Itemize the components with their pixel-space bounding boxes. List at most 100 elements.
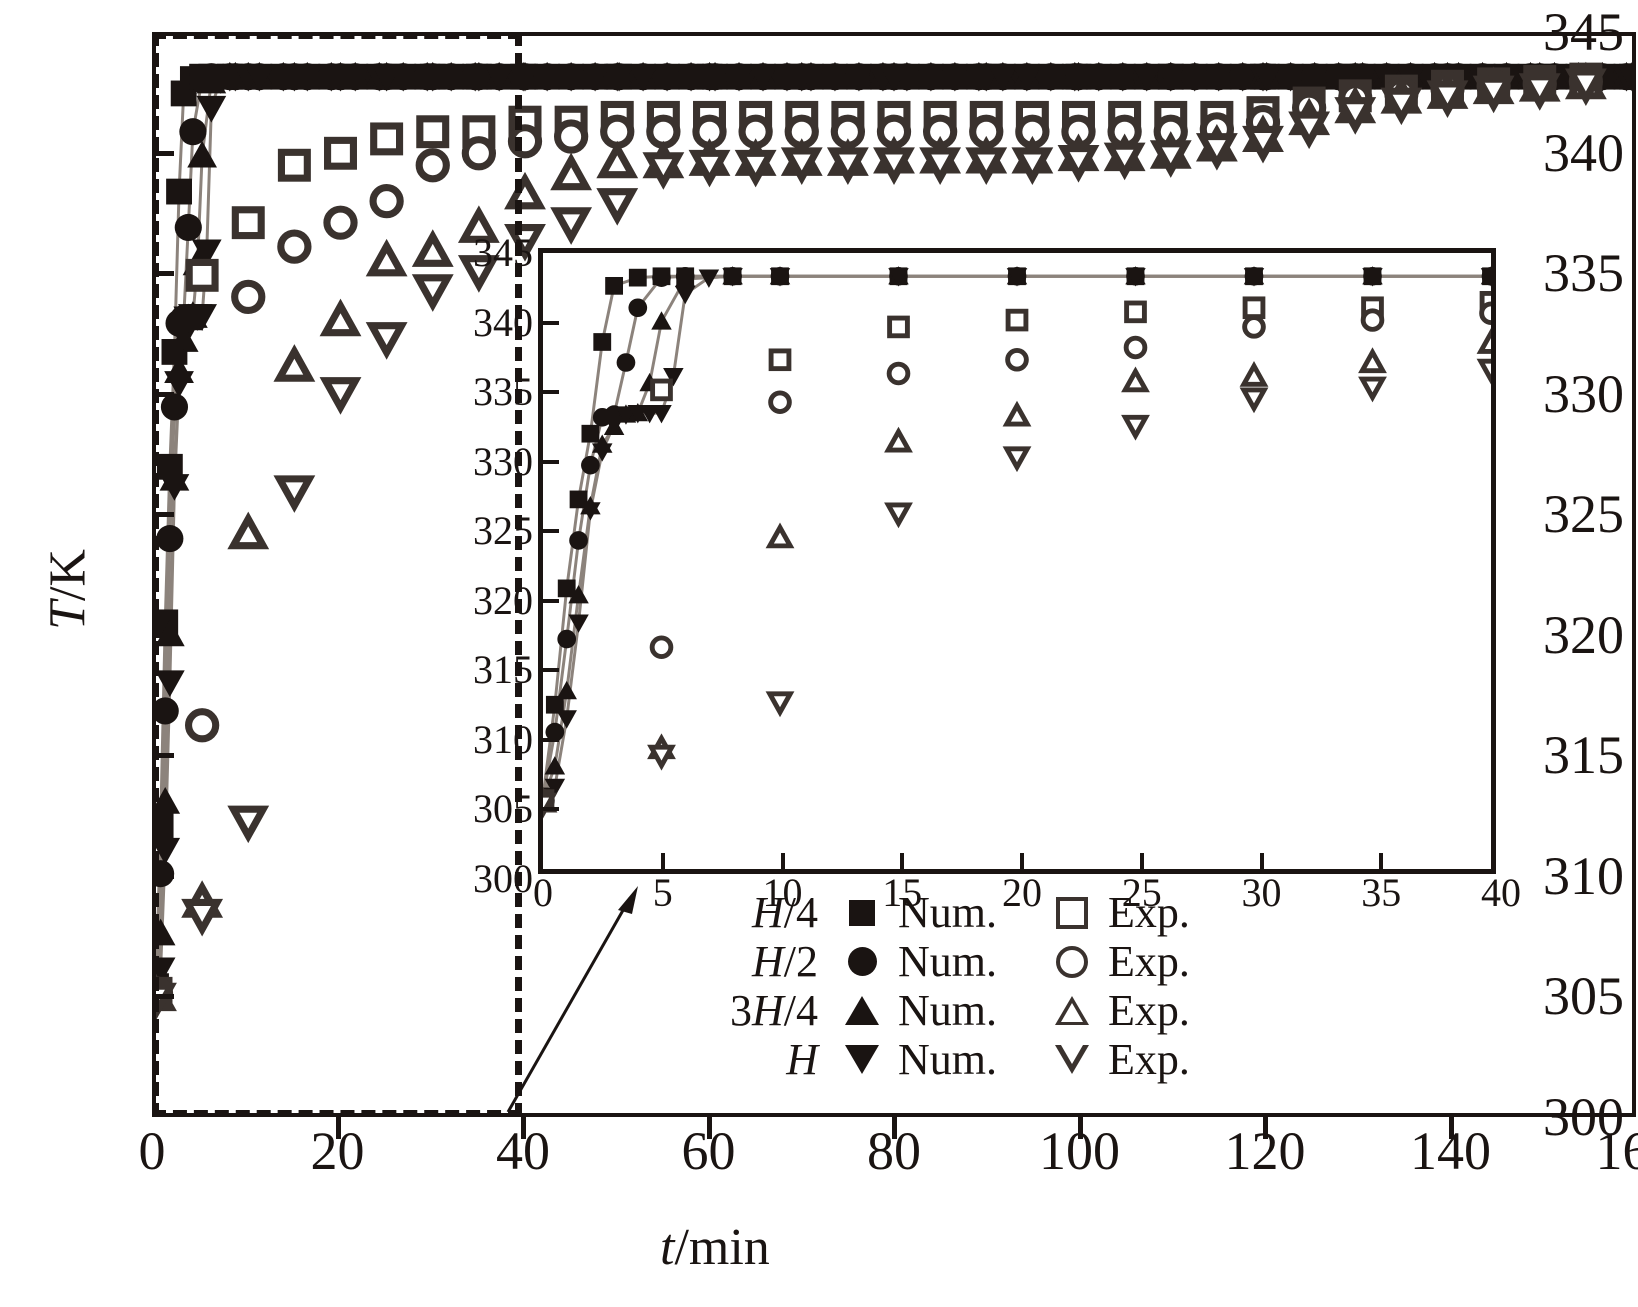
inset-x-tick bbox=[780, 853, 785, 869]
legend-name-variable: H bbox=[786, 1035, 818, 1084]
legend-name-suffix: /4 bbox=[783, 986, 818, 1035]
main-y-tick bbox=[152, 150, 174, 156]
legend-marker-experimental-square-icon bbox=[1044, 896, 1100, 929]
legend-name-variable: H bbox=[751, 937, 784, 986]
main-y-tick-label: 335 bbox=[1543, 243, 1624, 304]
inset-y-tick bbox=[543, 737, 559, 742]
x-axis-label-var: t bbox=[660, 1219, 675, 1276]
legend-row: H Num. Exp. bbox=[690, 1035, 1254, 1084]
inset-plot-frame: 300 305 310 315 320 325 330 335 340 345 0 5 10 15 20 2… bbox=[473, 233, 1521, 913]
main-y-tick-label: 320 bbox=[1543, 604, 1624, 665]
main-y-tick bbox=[152, 753, 174, 759]
inset-y-tick-label: 325 bbox=[473, 508, 533, 554]
legend-name-prefix: 3 bbox=[729, 986, 752, 1035]
inset-y-tick bbox=[543, 807, 559, 812]
inset-x-tick bbox=[660, 853, 665, 869]
x-axis-label-unit: /min bbox=[674, 1219, 770, 1276]
legend-numerical-label: Num. bbox=[898, 937, 997, 986]
inset-y-tick-label: 335 bbox=[473, 369, 533, 415]
legend-marker-experimental-triangle-down-icon bbox=[1044, 1045, 1100, 1074]
inset-y-tick-label: 305 bbox=[473, 786, 533, 832]
main-plot-canvas bbox=[156, 61, 1632, 1021]
main-x-tick bbox=[335, 1117, 341, 1139]
inset-x-tick bbox=[1020, 853, 1024, 869]
main-x-tick bbox=[1448, 1117, 1454, 1139]
legend: H/4 Num. Exp. H/2 Num. Exp. 3H/4 Num. Exp. H Num. E… bbox=[690, 888, 1254, 1084]
legend-marker-experimental-triangle-up-icon bbox=[1044, 996, 1100, 1025]
zoom-callout-arrow bbox=[506, 886, 638, 1113]
legend-marker-experimental-circle-icon bbox=[1044, 945, 1100, 978]
inset-y-tick bbox=[543, 320, 559, 325]
main-x-tick bbox=[521, 1117, 526, 1139]
inset-y-tick bbox=[543, 598, 559, 603]
main-y-tick-label: 300 bbox=[1543, 1087, 1624, 1147]
legend-name-suffix: /4 bbox=[783, 888, 818, 937]
legend-experimental-label: Exp. bbox=[1108, 888, 1190, 937]
inset-x-tick-label: 10 bbox=[762, 870, 803, 915]
inset-x-tick bbox=[900, 853, 905, 869]
main-y-tick bbox=[152, 873, 174, 879]
legend-row: 3H/4 Num. Exp. bbox=[690, 986, 1254, 1035]
inset-x-tick bbox=[1379, 853, 1384, 869]
main-x-tick-label: 160 bbox=[1595, 1121, 1638, 1181]
inset-y-tick-label: 340 bbox=[473, 299, 533, 345]
legend-row: H/2 Num. Exp. bbox=[690, 937, 1254, 986]
legend-experimental-label: Exp. bbox=[1108, 986, 1190, 1035]
legend-marker-numerical-circle-icon bbox=[834, 947, 890, 976]
inset-x-tick-label: 0 bbox=[533, 870, 553, 915]
inset-y-tick-label: 310 bbox=[473, 716, 533, 762]
legend-marker-numerical-triangle-up-icon bbox=[834, 996, 890, 1025]
inset-x-tick-label: 15 bbox=[882, 870, 923, 915]
main-y-tick bbox=[152, 391, 174, 397]
main-x-tick bbox=[706, 1117, 712, 1139]
inset-y-tick-label: 315 bbox=[473, 647, 533, 693]
x-axis-label: t/min bbox=[660, 1218, 770, 1277]
inset-x-tick-label: 20 bbox=[1002, 870, 1042, 915]
inset-x-tick-label: 25 bbox=[1121, 870, 1162, 915]
main-y-tick bbox=[152, 994, 174, 1000]
inset-x-tick-label: 5 bbox=[652, 870, 673, 915]
main-y-tick-label: 340 bbox=[1543, 122, 1624, 183]
main-y-tick-label: 310 bbox=[1543, 845, 1624, 906]
y-axis-label-unit: /K bbox=[39, 549, 97, 602]
legend-marker-numerical-triangle-down-icon bbox=[834, 1045, 890, 1074]
main-y-tick bbox=[152, 632, 174, 638]
legend-series-name: H/4 bbox=[690, 887, 834, 938]
inset-y-tick-label: 330 bbox=[473, 438, 533, 484]
main-y-tick-label: 305 bbox=[1543, 966, 1624, 1027]
inset-plot-canvas bbox=[543, 266, 1491, 819]
inset-x-tick bbox=[1139, 853, 1144, 869]
inset-y-tick bbox=[543, 668, 559, 673]
inset-y-tick bbox=[543, 390, 559, 395]
legend-series-name: H/2 bbox=[690, 936, 834, 987]
inset-x-tick-label: 30 bbox=[1241, 870, 1282, 915]
inset-x-tick-label: 35 bbox=[1361, 870, 1402, 915]
main-x-tick bbox=[1263, 1117, 1268, 1139]
legend-numerical-label: Num. bbox=[898, 986, 997, 1035]
inset-y-tick bbox=[543, 459, 559, 464]
main-y-tick-label: 325 bbox=[1543, 484, 1624, 545]
inset-x-tick bbox=[1259, 853, 1264, 869]
inset-y-tick-label: 320 bbox=[473, 577, 533, 623]
main-y-tick-label: 315 bbox=[1543, 725, 1624, 786]
legend-numerical-label: Num. bbox=[898, 1035, 997, 1084]
inset-x-tick-label: 40 bbox=[1481, 870, 1521, 915]
y-axis-label: T/K bbox=[39, 510, 98, 670]
inset-y-tick-label: 345 bbox=[473, 230, 533, 275]
main-y-tick bbox=[152, 512, 174, 518]
y-axis-label-var: T bbox=[39, 601, 97, 630]
legend-experimental-label: Exp. bbox=[1108, 937, 1190, 986]
legend-name-variable: H bbox=[751, 888, 784, 937]
main-y-tick bbox=[152, 271, 174, 277]
legend-name-variable: H bbox=[751, 986, 784, 1035]
legend-series-name: H bbox=[690, 1034, 834, 1085]
main-x-tick bbox=[892, 1117, 897, 1139]
legend-numerical-label: Num. bbox=[898, 888, 997, 937]
legend-marker-numerical-square-icon bbox=[834, 899, 890, 926]
inset-y-tick-label: 300 bbox=[473, 856, 533, 901]
main-x-tick-label: 0 bbox=[138, 1121, 166, 1181]
legend-row: H/4 Num. Exp. bbox=[690, 888, 1254, 937]
legend-experimental-label: Exp. bbox=[1108, 1035, 1190, 1084]
legend-name-suffix: /2 bbox=[783, 937, 818, 986]
main-y-tick-label: 345 bbox=[1543, 2, 1624, 62]
